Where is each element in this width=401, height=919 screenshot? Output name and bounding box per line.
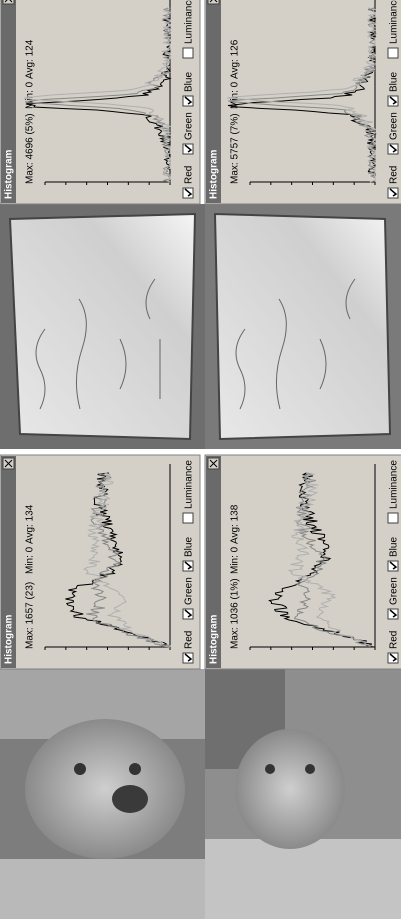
checkbox-label: Luminance [184, 0, 195, 44]
histogram-windows: Histogram Max: 1657 (23) Min: 0 Avg: 134 Red… [0, 0, 401, 670]
stat: Max: 1657 (23) [25, 582, 36, 649]
window-title: Histogram [4, 149, 15, 199]
check-mark [184, 96, 193, 105]
checkbox-label: Green [184, 577, 195, 605]
histogram-window: Histogram Max: 1036 (1%) Min: 0 Avg: 138 Red… [204, 454, 401, 670]
checkbox[interactable] [387, 652, 399, 664]
checkbox[interactable] [387, 512, 399, 524]
stat: Min: 0 [25, 546, 36, 574]
check-mark [184, 188, 193, 197]
title-bar [1, 0, 16, 203]
title-bar [1, 456, 16, 668]
stat: Max: 4696 (5%) [25, 113, 36, 184]
stat: Max: 1036 (1%) [230, 578, 241, 649]
close-icon [209, 459, 218, 468]
checkbox-label: Green [184, 112, 195, 140]
window-title: Histogram [209, 149, 220, 199]
checkbox[interactable] [182, 652, 194, 664]
close-button[interactable] [207, 0, 220, 5]
check-mark [184, 609, 193, 618]
checkbox[interactable] [182, 608, 194, 620]
window-title: Histogram [4, 614, 15, 664]
check-mark [389, 561, 398, 570]
histogram-curve [86, 472, 171, 647]
check-mark [389, 653, 398, 662]
close-button[interactable] [2, 0, 15, 5]
stat: Avg: 124 [25, 39, 36, 79]
checkbox-label: Blue [389, 537, 400, 557]
stat: Max: 5757 (7%) [230, 113, 241, 184]
histogram-curve [227, 7, 377, 183]
histogram-curve [24, 7, 172, 183]
photo [205, 204, 401, 449]
checkbox-label: Green [389, 112, 400, 140]
photo [205, 669, 401, 919]
histogram-curve [287, 472, 371, 648]
histogram-window: Histogram Max: 1657 (23) Min: 0 Avg: 134 Red… [0, 454, 201, 670]
histogram-curve [25, 7, 172, 183]
checkbox-label: Blue [184, 537, 195, 557]
stat: Min: 0 [230, 81, 241, 109]
checkbox-label: Luminance [389, 0, 400, 44]
window-body [204, 0, 401, 205]
stat: Avg: 134 [25, 504, 36, 544]
close-icon [4, 0, 13, 3]
checkbox[interactable] [387, 560, 399, 572]
photo [0, 204, 205, 449]
checkbox[interactable] [387, 608, 399, 620]
check-mark [184, 561, 193, 570]
stat: Min: 0 [25, 81, 36, 109]
checkbox-label: Luminance [184, 460, 195, 509]
checkbox[interactable] [387, 187, 399, 199]
histogram-curve [83, 472, 171, 648]
close-icon [4, 459, 13, 468]
checkbox[interactable] [387, 95, 399, 107]
checkbox[interactable] [387, 47, 399, 59]
window-body [0, 0, 201, 205]
checkbox-label: Luminance [389, 460, 400, 509]
close-icon [209, 0, 218, 3]
checkbox-label: Green [389, 577, 400, 605]
checkbox[interactable] [182, 143, 194, 155]
checkbox-label: Red [389, 631, 400, 649]
checkbox-label: Red [184, 631, 195, 649]
check-mark [184, 144, 193, 153]
checkbox[interactable] [182, 512, 194, 524]
checkbox-label: Red [184, 166, 195, 184]
title-bar [206, 0, 221, 203]
title-bar [206, 456, 221, 668]
checkbox-label: Blue [184, 72, 195, 92]
check-mark [389, 96, 398, 105]
histogram-curve [227, 7, 377, 183]
checkbox-label: Blue [389, 72, 400, 92]
window-body [204, 454, 401, 670]
window-title: Histogram [209, 614, 220, 664]
histogram-curve [268, 472, 374, 648]
histogram-window: Histogram Max: 4696 (5%) Min: 0 Avg: 124 Red… [0, 0, 201, 205]
check-mark [184, 653, 193, 662]
photo [0, 669, 205, 919]
stat: Min: 0 [230, 546, 241, 574]
check-mark [389, 609, 398, 618]
checkbox[interactable] [182, 187, 194, 199]
checkbox-label: Red [389, 166, 400, 184]
histogram-window: Histogram Max: 5757 (7%) Min: 0 Avg: 126 Red… [204, 0, 401, 205]
checkbox[interactable] [182, 95, 194, 107]
checkbox[interactable] [182, 560, 194, 572]
checkbox[interactable] [387, 143, 399, 155]
stat: Avg: 126 [230, 39, 241, 79]
stat: Avg: 138 [230, 504, 241, 544]
check-mark [389, 188, 398, 197]
check-mark [389, 144, 398, 153]
checkbox[interactable] [182, 47, 194, 59]
window-body [0, 454, 201, 670]
histogram-curve [65, 472, 171, 648]
histogram-curve [293, 472, 372, 648]
